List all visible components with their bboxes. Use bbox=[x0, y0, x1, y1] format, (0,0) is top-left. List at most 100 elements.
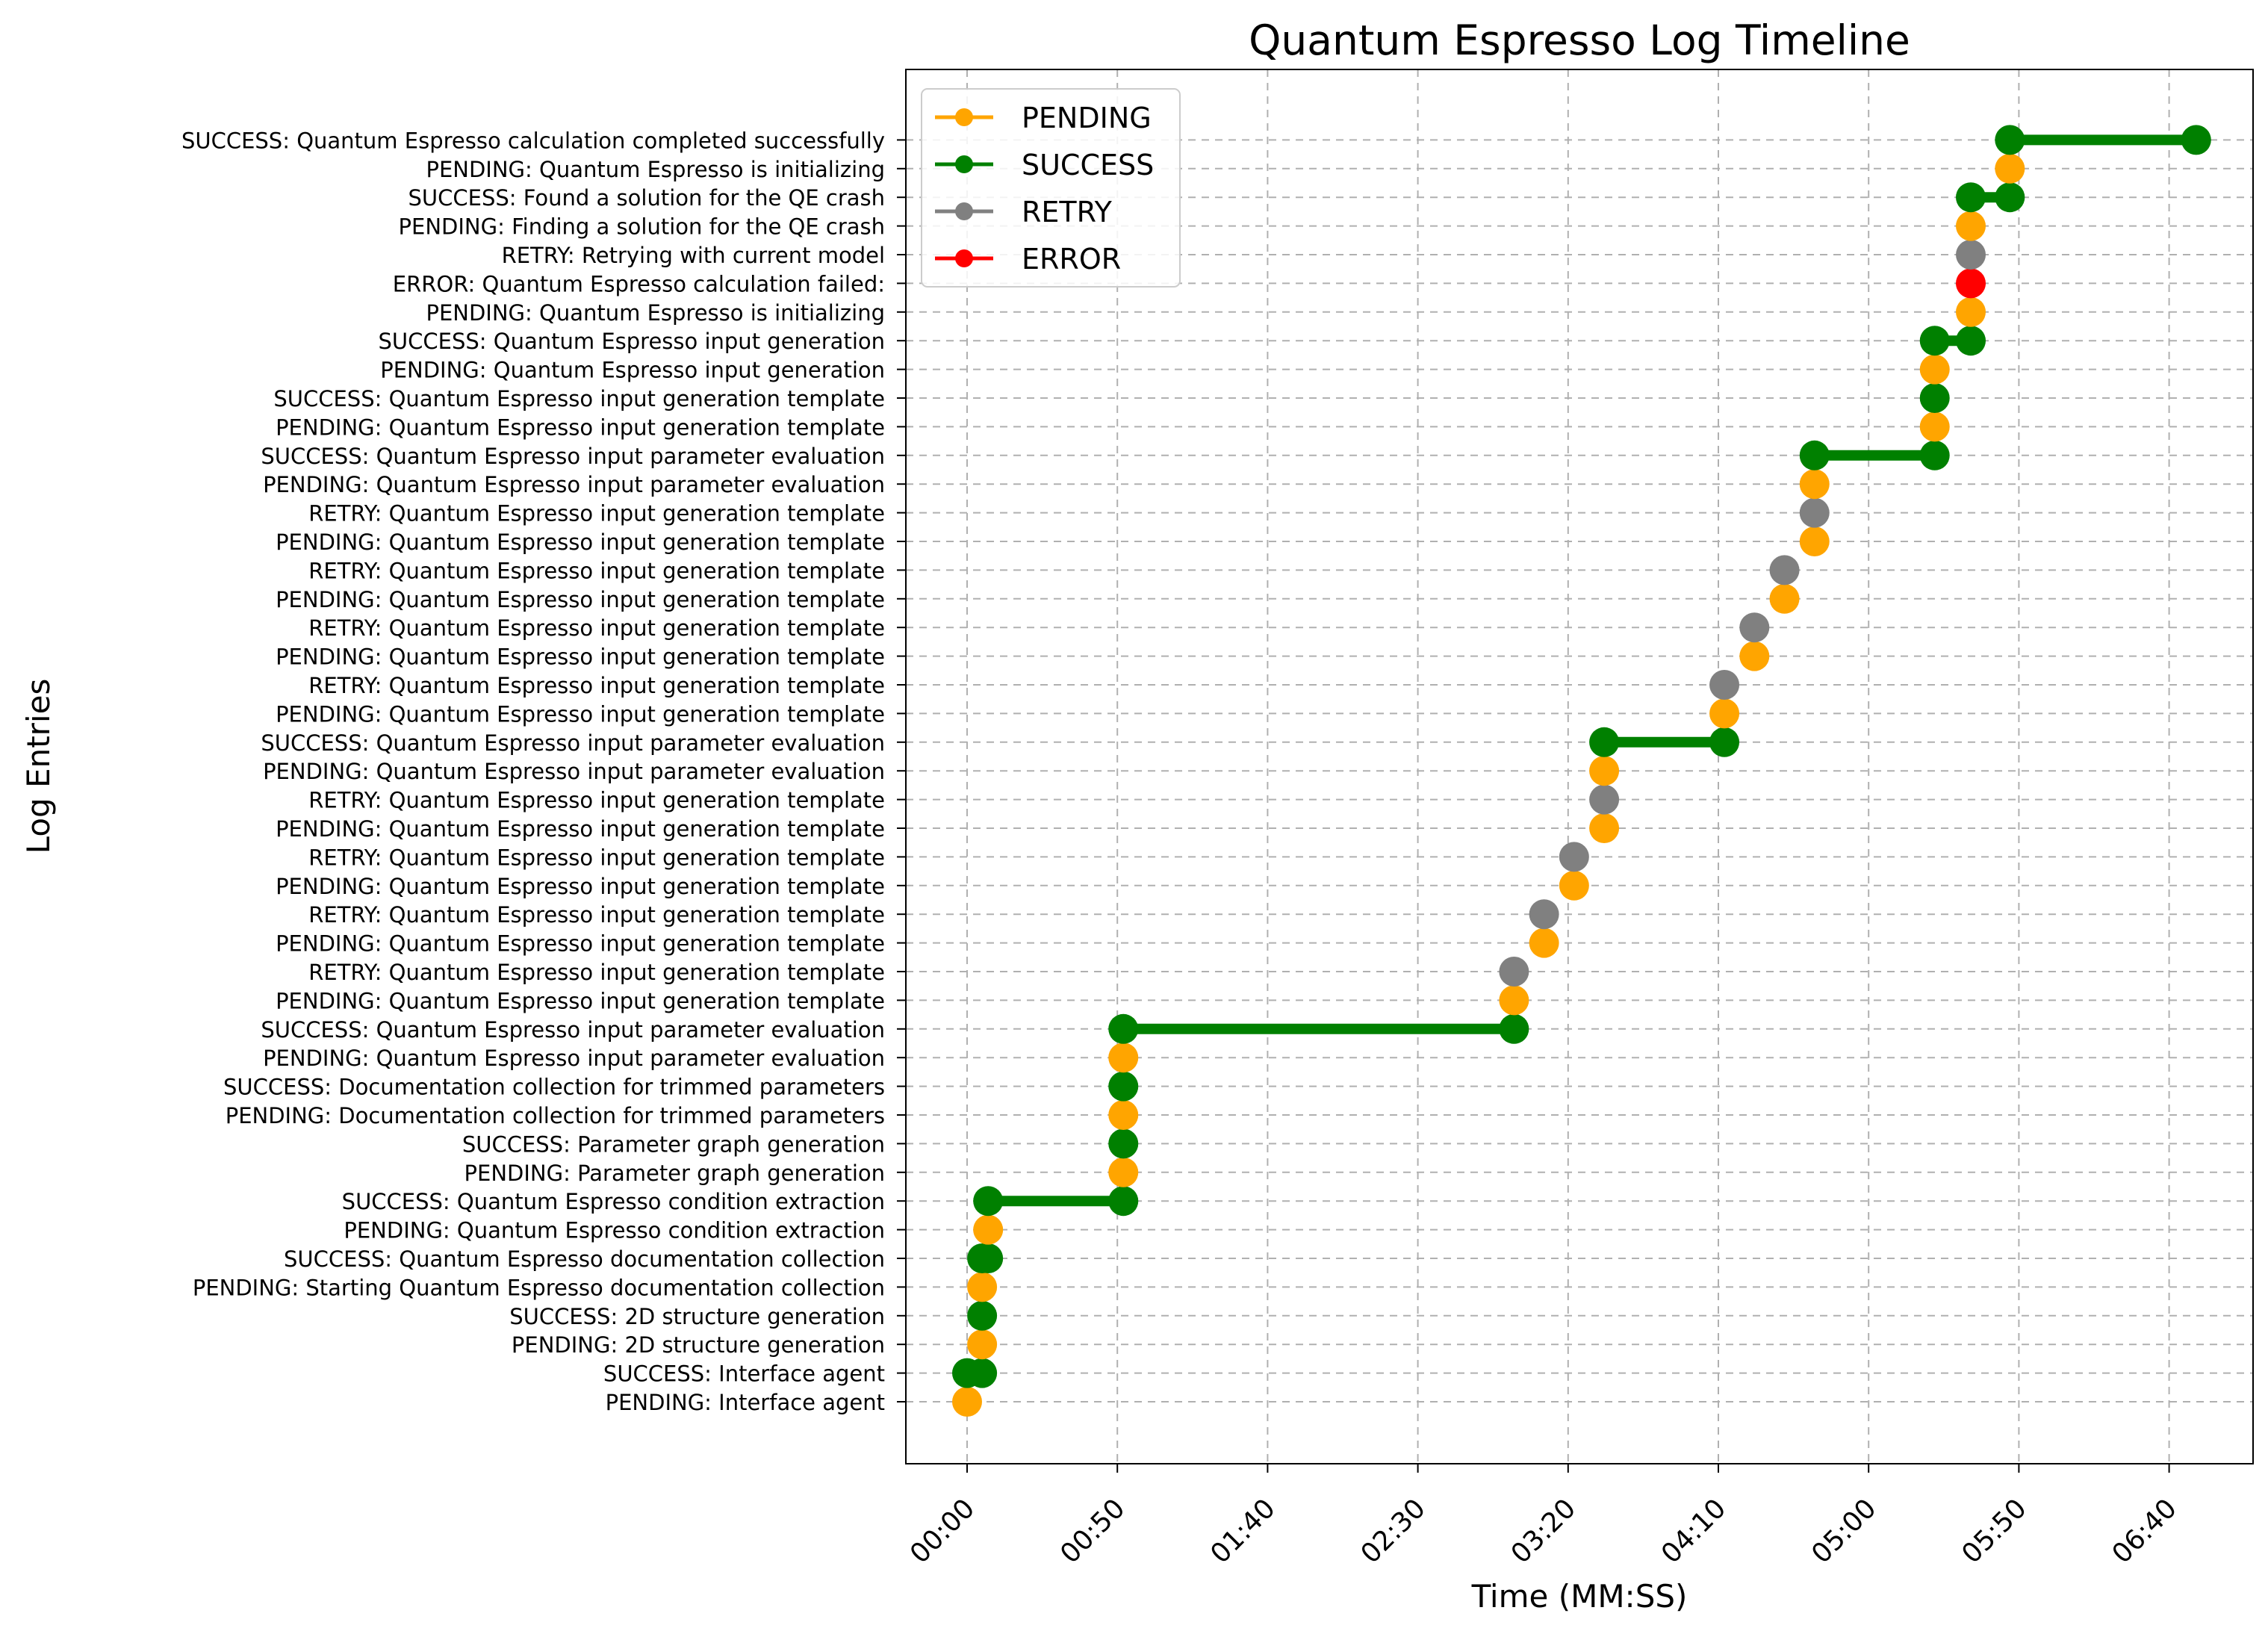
legend-label-error: ERROR bbox=[1022, 243, 1121, 276]
y-tick-label: PENDING: Quantum Espresso input generati… bbox=[276, 701, 885, 727]
marker-success bbox=[1108, 1071, 1139, 1102]
tick-layer bbox=[897, 139, 2170, 1473]
y-tick-label: SUCCESS: Found a solution for the QE cra… bbox=[408, 185, 885, 211]
x-axis-label: Time (MM:SS) bbox=[1471, 1578, 1688, 1615]
y-tick-label: SUCCESS: Quantum Espresso input paramete… bbox=[261, 1017, 885, 1043]
y-tick-label: PENDING: Quantum Espresso input paramete… bbox=[263, 472, 885, 497]
marker-pending bbox=[1919, 354, 1950, 385]
marker-retry bbox=[1529, 899, 1559, 930]
legend-label-success: SUCCESS bbox=[1022, 149, 1154, 181]
marker-pending bbox=[1995, 153, 2025, 184]
marker-pending bbox=[1108, 1100, 1139, 1130]
plot-frame bbox=[905, 69, 2254, 1464]
marker-success bbox=[1919, 383, 1950, 413]
marker-retry bbox=[1799, 497, 1830, 528]
y-tick-label: PENDING: Quantum Espresso input generati… bbox=[276, 816, 885, 842]
y-tick-label: PENDING: Quantum Espresso input generati… bbox=[276, 644, 885, 670]
marker-pending bbox=[1769, 583, 1800, 614]
marker-retry bbox=[1559, 842, 1589, 872]
y-tick-label: SUCCESS: 2D structure generation bbox=[509, 1304, 885, 1329]
y-tick-label: PENDING: Quantum Espresso input generati… bbox=[276, 874, 885, 899]
legend-marker-pending bbox=[955, 108, 973, 126]
marker-success bbox=[967, 1300, 998, 1331]
marker-success-end bbox=[973, 1243, 1004, 1273]
marker-retry bbox=[1956, 240, 1986, 270]
marker-pending bbox=[973, 1214, 1004, 1245]
legend-marker-success bbox=[955, 155, 973, 173]
y-tick-label: RETRY: Retrying with current model bbox=[502, 243, 885, 268]
marker-success bbox=[1995, 125, 2025, 155]
y-tick-label: PENDING: Quantum Espresso is initializin… bbox=[426, 300, 885, 326]
marker-pending bbox=[1739, 641, 1770, 671]
y-tick-label: RETRY: Quantum Espresso input generation… bbox=[308, 902, 885, 928]
legend-box bbox=[921, 88, 1181, 288]
y-tick-label: PENDING: Quantum Espresso input generati… bbox=[276, 414, 885, 440]
y-tick-label: PENDING: Quantum Espresso input generati… bbox=[276, 587, 885, 612]
legend-marker-retry bbox=[955, 202, 973, 220]
legend: PENDING SUCCESS RETRY ERROR bbox=[921, 88, 1181, 288]
marker-pending bbox=[1499, 985, 1529, 1016]
y-tick-label: SUCCESS: Quantum Espresso condition extr… bbox=[342, 1189, 885, 1214]
y-tick-label: SUCCESS: Quantum Espresso input generati… bbox=[273, 386, 885, 411]
y-tick-label: PENDING: Finding a solution for the QE c… bbox=[399, 214, 885, 240]
y-tick-label: SUCCESS: Quantum Espresso documentation … bbox=[284, 1246, 885, 1272]
marker-layer bbox=[952, 125, 2211, 1417]
y-tick-label: SUCCESS: Documentation collection for tr… bbox=[223, 1075, 885, 1100]
marker-pending bbox=[1559, 870, 1589, 901]
marker-pending bbox=[1529, 928, 1559, 958]
marker-success-end bbox=[2181, 125, 2211, 155]
marker-success bbox=[1108, 1128, 1139, 1159]
marker-success bbox=[1108, 1013, 1139, 1044]
y-tick-label: PENDING: Quantum Espresso input generati… bbox=[276, 931, 885, 957]
marker-pending bbox=[1589, 756, 1620, 786]
grid-layer bbox=[906, 69, 2253, 1464]
y-tick-label: RETRY: Quantum Espresso input generation… bbox=[308, 673, 885, 698]
marker-pending bbox=[1589, 813, 1620, 843]
marker-pending bbox=[1108, 1043, 1139, 1073]
y-tick-label: ERROR: Quantum Espresso calculation fail… bbox=[393, 271, 885, 296]
y-tick-label: RETRY: Quantum Espresso input generation… bbox=[308, 615, 885, 641]
y-tick-label: PENDING: Quantum Espresso condition extr… bbox=[344, 1218, 885, 1243]
legend-label-retry: RETRY bbox=[1022, 196, 1113, 229]
y-tick-label: PENDING: Parameter graph generation bbox=[465, 1161, 885, 1186]
y-tick-label: PENDING: 2D structure generation bbox=[512, 1332, 885, 1358]
y-tick-label: SUCCESS: Quantum Espresso input generati… bbox=[378, 329, 885, 354]
marker-success-end bbox=[1919, 440, 1950, 470]
legend-label-pending: PENDING bbox=[1022, 102, 1152, 134]
marker-retry bbox=[1709, 670, 1740, 700]
marker-pending bbox=[1108, 1157, 1139, 1187]
marker-pending bbox=[1919, 411, 1950, 442]
y-axis-label: Log Entries bbox=[20, 679, 57, 854]
y-tick-label: PENDING: Documentation collection for tr… bbox=[226, 1103, 885, 1128]
y-tick-label: RETRY: Quantum Espresso input generation… bbox=[308, 558, 885, 583]
marker-success-end bbox=[1995, 182, 2025, 213]
y-tick-label: PENDING: Quantum Espresso input generati… bbox=[276, 529, 885, 555]
y-tick-label: PENDING: Starting Quantum Espresso docum… bbox=[193, 1275, 885, 1300]
chart-title: Quantum Espresso Log Timeline bbox=[1249, 16, 1910, 64]
marker-pending bbox=[1709, 698, 1740, 729]
marker-error bbox=[1956, 268, 1986, 299]
marker-pending bbox=[1799, 526, 1830, 556]
marker-success bbox=[1919, 326, 1950, 356]
marker-success bbox=[973, 1186, 1004, 1217]
marker-pending bbox=[967, 1272, 998, 1302]
y-tick-label: PENDING: Quantum Espresso input paramete… bbox=[263, 1046, 885, 1071]
y-tick-label: SUCCESS: Quantum Espresso input paramete… bbox=[261, 730, 885, 756]
marker-success bbox=[1799, 440, 1830, 470]
marker-success-end bbox=[1709, 727, 1740, 757]
marker-pending bbox=[1799, 469, 1830, 500]
marker-success bbox=[1589, 727, 1620, 757]
marker-success-end bbox=[967, 1358, 998, 1388]
y-tick-label: RETRY: Quantum Espresso input generation… bbox=[308, 960, 885, 985]
marker-success-end bbox=[1956, 326, 1986, 356]
marker-pending bbox=[1956, 296, 1986, 327]
marker-pending bbox=[952, 1387, 982, 1417]
marker-retry bbox=[1589, 784, 1620, 815]
marker-pending bbox=[1956, 211, 1986, 241]
y-tick-label: RETRY: Quantum Espresso input generation… bbox=[308, 788, 885, 813]
y-tick-labels: PENDING: Interface agent SUCCESS: Interfa… bbox=[181, 128, 885, 1415]
y-tick-label: PENDING: Quantum Espresso input paramete… bbox=[263, 759, 885, 784]
y-tick-label: SUCCESS: Quantum Espresso input paramete… bbox=[261, 444, 885, 469]
marker-retry bbox=[1739, 612, 1770, 643]
